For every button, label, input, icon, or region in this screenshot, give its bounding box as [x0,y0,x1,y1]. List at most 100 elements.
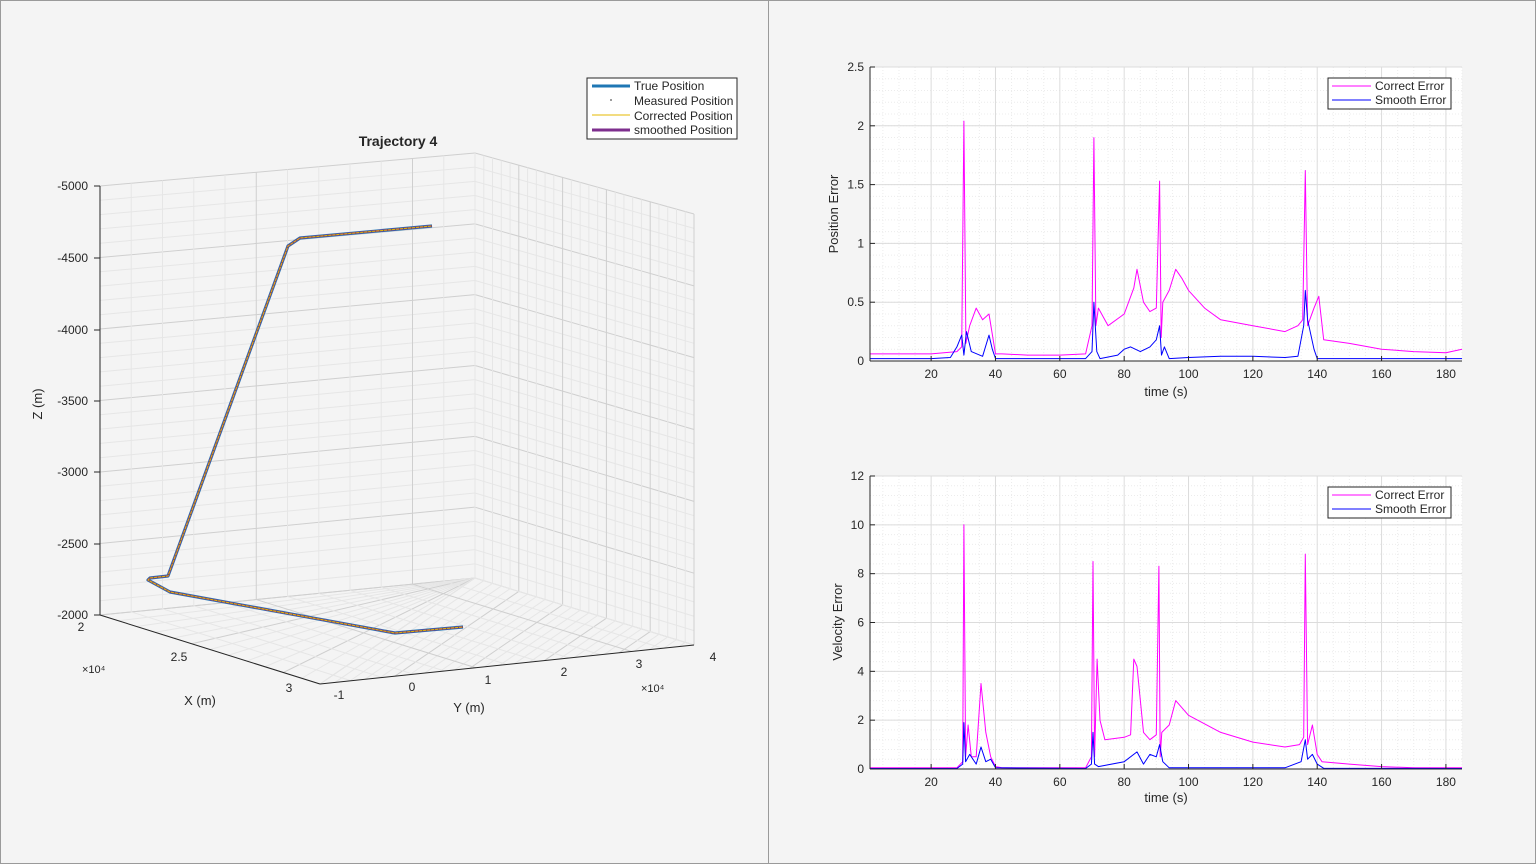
y-axis-exponent: ×10⁴ [641,683,665,695]
smoothed-position-line [147,225,464,634]
legend-label-correct-error: Correct Error [1375,488,1444,502]
z-gridline-back [474,450,695,517]
x-tick-label: 180 [1436,367,1456,381]
x-tick-label: 40 [989,775,1003,789]
corrected-position-line [147,225,464,634]
position-error-axes [869,66,1462,362]
velocity-error-axes [869,475,1462,770]
legend-label-smoothed: smoothed Position [634,123,733,137]
trajectory-grid [99,152,695,685]
x-tick-label: 20 [924,367,938,381]
correct-error-line [870,120,1463,356]
x-tick-label: 2.5 [171,650,188,664]
y-tick-label: -1 [334,688,345,702]
x-tick-label: 140 [1307,367,1327,381]
z-gridline-back [474,506,695,574]
z-gridline-back [474,365,695,430]
y-gridline-floor [529,615,598,663]
z-gridline-back [474,535,695,603]
z-gridline-back [474,520,695,589]
y-gridline-floor [603,628,642,655]
z-gridline-back [474,180,695,244]
x-tick-label: 160 [1372,775,1392,789]
x-tick-label: 80 [1117,367,1131,381]
trajectory-plot[interactable]: -5000-4500-4000-3500-3000-2500-200022.53… [30,77,738,715]
position-error-plot[interactable]: 20 40 60 80 100 120 140 160 180 0 0.5 1 1.5 2 2.5 time… [826,60,1463,399]
y-gridline-floor [544,617,607,662]
y-tick-label: 12 [851,469,865,483]
position-error-xlabel: time (s) [1144,384,1187,399]
x-tick-label: 120 [1243,367,1263,381]
z-gridline-back [474,265,695,330]
z-gridline-back [474,308,695,373]
x-gridline-floor-parallel [131,611,352,682]
position-error-ylabel: Position Error [826,174,841,253]
z-gridline-back [474,435,695,502]
y-gridline-floor [424,596,537,674]
z-gridline-back [474,322,695,387]
z-tick-label: -4000 [57,323,88,337]
z-tick-label: -3500 [57,394,88,408]
position-error-grid [870,66,1463,362]
z-gridline-back [474,393,695,459]
x-gridline-floor-parallel [193,605,414,675]
y-tick-label: 3 [636,657,643,671]
z-gridline-back [474,421,695,488]
velocity-error-legend[interactable]: Correct Error Smooth Error [1327,486,1452,519]
correct-error-line [870,524,1462,769]
z-gridline-back [474,209,695,272]
y-gridline-floor [379,588,511,679]
position-error-axes-bg [870,67,1462,361]
z-gridline-back [474,350,695,416]
trajectory-title: Trajectory 4 [359,133,438,149]
x-tick-label: 100 [1179,367,1199,381]
y-gridline-floor [648,636,669,651]
x-tick-label: 20 [924,775,938,789]
x-gridline-floor-parallel [443,580,663,649]
y-tick-label: 4 [710,650,717,664]
x-tick-label: 180 [1436,775,1456,789]
z-gridline-back [474,464,695,531]
y-tick-label: 1 [857,236,864,250]
x-gridline-floor-parallel [287,596,508,665]
x-tick-label: 120 [1243,775,1263,789]
x-gridline-floor-parallel [224,602,445,672]
z-gridline-back [474,195,695,258]
x-tick-label: 60 [1053,367,1067,381]
z-tick-label: -5000 [57,179,88,193]
x-axis-exponent: ×10⁴ [82,664,106,676]
y-gridline-floor [588,625,633,657]
z-gridline-back [474,407,695,474]
position-error-legend[interactable]: Correct Error Smooth Error [1327,77,1452,110]
legend-swatch-measured [610,99,612,101]
y-tick-label: 0 [409,680,416,694]
x-gridline-floor-parallel [256,599,476,669]
y-gridline-floor [469,604,563,669]
y-gridline-floor [454,601,555,671]
y-tick-label: 0 [857,762,864,776]
trajectory-ticks: -5000-4500-4000-3500-3000-2500-200022.53… [57,179,716,702]
y-gridline-floor [409,593,528,676]
y-axis-line [319,644,695,685]
legend-label-true: True Position [634,79,704,93]
x-tick-label: 100 [1179,775,1199,789]
z-gridline-back [474,152,695,215]
z-gridline-back [474,237,695,301]
x-gridline-floor-parallel [162,608,383,678]
z-tick-label: -3000 [57,465,88,479]
legend-label-smooth-error: Smooth Error [1375,502,1446,516]
y-tick-label: 8 [857,567,864,581]
x-gridline-floor-parallel [381,586,601,656]
position-error-series [870,120,1463,360]
velocity-error-plot[interactable]: 20 40 60 80 100 120 140 160 180 0 2 4 6 8 10 12 time (s… [830,469,1463,805]
legend-label-correct-error: Correct Error [1375,79,1444,93]
y-gridline-floor [663,639,677,649]
velocity-error-ylabel: Velocity Error [830,583,845,661]
z-gridline-back [474,336,695,402]
x-tick-label: 80 [1117,775,1131,789]
x-tick-label: 2 [78,620,85,634]
y-tick-label: 4 [857,664,864,678]
y-tick-label: 2 [561,665,568,679]
trajectory-legend[interactable]: True Position Measured Position Correcte… [586,77,738,140]
